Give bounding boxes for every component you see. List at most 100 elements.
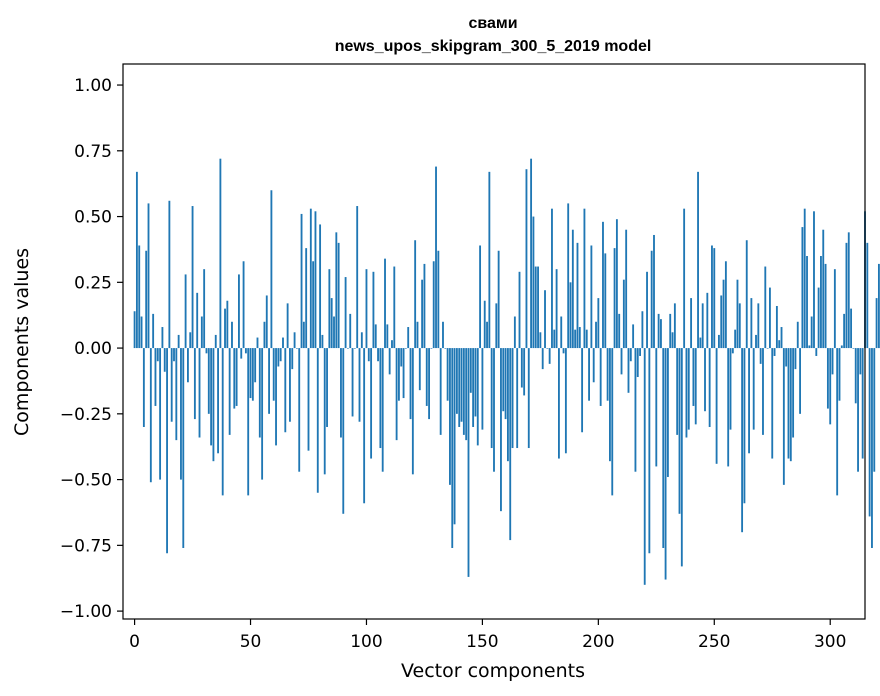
bar <box>196 292 199 349</box>
bar <box>569 282 572 349</box>
bar <box>877 263 880 349</box>
bar <box>706 292 709 349</box>
bar <box>769 287 771 349</box>
bar <box>643 348 646 585</box>
bar <box>212 348 215 462</box>
bar <box>321 334 324 349</box>
bar <box>873 348 876 472</box>
bar <box>175 348 178 441</box>
bar <box>481 348 484 430</box>
y-tick-label: 0.00 <box>74 339 112 359</box>
bar <box>717 334 720 349</box>
bar <box>666 348 669 477</box>
bar <box>592 348 595 383</box>
bar <box>384 258 386 349</box>
bar <box>251 348 254 401</box>
bar <box>140 316 143 349</box>
bar <box>244 348 247 354</box>
bar <box>161 327 164 349</box>
bar <box>346 348 349 349</box>
bar <box>163 348 166 372</box>
bar <box>871 348 873 548</box>
bar <box>722 279 725 349</box>
bar <box>546 348 549 349</box>
bar <box>671 332 674 349</box>
bar <box>613 248 616 349</box>
bar <box>277 348 280 367</box>
bar <box>560 316 563 349</box>
bar <box>217 348 219 454</box>
bar <box>365 269 368 349</box>
bar <box>187 348 189 383</box>
bar <box>193 348 196 420</box>
bar <box>363 348 366 504</box>
bar <box>764 266 767 349</box>
y-tick-label: −0.50 <box>60 471 112 491</box>
bar <box>254 348 257 383</box>
bar <box>801 227 804 349</box>
bar <box>794 348 797 370</box>
bar <box>370 348 373 459</box>
bar <box>182 348 185 548</box>
bar <box>704 348 706 412</box>
bar <box>154 348 157 406</box>
bar <box>142 348 145 427</box>
bar <box>135 171 138 349</box>
bar <box>326 348 328 427</box>
plot-frame <box>122 63 866 620</box>
bar <box>854 348 857 404</box>
bar <box>843 313 846 349</box>
bar <box>636 348 639 378</box>
bar <box>729 348 732 430</box>
bar <box>249 348 252 399</box>
bar <box>437 250 440 349</box>
bar <box>414 240 417 349</box>
bar <box>567 203 570 349</box>
bar <box>840 345 843 349</box>
bar <box>750 298 753 349</box>
bar <box>293 332 296 349</box>
bar <box>789 348 792 462</box>
bar <box>743 348 746 504</box>
bar <box>685 348 688 438</box>
bar <box>838 348 841 401</box>
bar <box>476 348 479 446</box>
bar <box>168 200 171 349</box>
bar <box>639 348 641 356</box>
bar <box>404 348 407 349</box>
bar <box>395 348 398 441</box>
x-axis-label: Vector components <box>401 660 585 682</box>
bar <box>340 348 342 438</box>
chart-subtitle: news_upos_skipgram_300_5_2019 model <box>335 38 652 55</box>
bar <box>537 266 539 349</box>
bar <box>757 303 760 349</box>
bar <box>302 321 305 349</box>
bar <box>527 348 530 449</box>
bar <box>460 348 463 422</box>
bar <box>618 313 621 349</box>
bar <box>755 334 757 349</box>
bar <box>330 298 333 349</box>
bar <box>479 245 482 349</box>
bar <box>486 321 488 349</box>
bar <box>386 324 389 349</box>
bar <box>585 329 588 349</box>
bar <box>606 348 609 401</box>
x-tick-label: 0 <box>129 632 140 652</box>
bar <box>465 348 468 441</box>
y-axis: −1.00 −0.75 −0.50 −0.25 0.00 0.25 0.50 0.75 1.00 <box>60 76 123 622</box>
y-tick-label: 1.00 <box>74 76 112 96</box>
bar <box>235 348 238 406</box>
bar <box>859 348 862 375</box>
bar <box>625 229 628 349</box>
bar <box>402 348 405 399</box>
bar <box>409 348 412 420</box>
bar <box>632 324 635 349</box>
bar <box>738 303 741 349</box>
bar <box>224 308 226 349</box>
bar <box>506 348 509 462</box>
y-tick-label: 0.75 <box>74 142 112 162</box>
bar <box>411 348 414 475</box>
bar <box>741 348 744 533</box>
bar <box>595 321 597 349</box>
